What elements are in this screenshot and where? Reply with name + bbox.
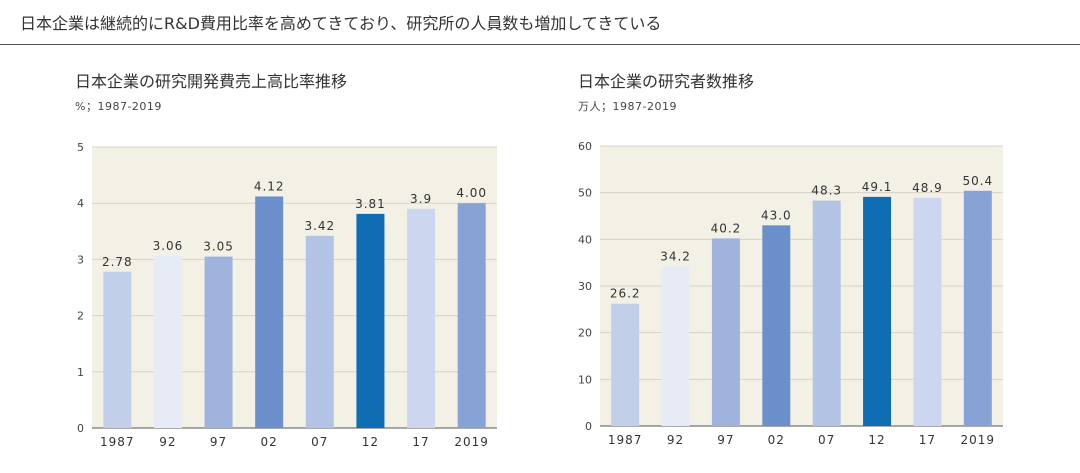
headline-divider xyxy=(0,44,1080,45)
y-tick-label: 2 xyxy=(77,310,84,323)
data-label: 3.81 xyxy=(355,197,386,211)
x-tick-label: 07 xyxy=(311,435,328,449)
x-tick-label: 92 xyxy=(667,433,684,447)
bar-07 xyxy=(812,200,841,426)
y-tick-label: 50 xyxy=(578,187,592,200)
bar-1987 xyxy=(611,303,640,426)
bar-02 xyxy=(255,196,284,428)
data-label: 4.00 xyxy=(456,186,487,200)
data-label: 34.2 xyxy=(660,249,691,263)
bar-2019 xyxy=(457,203,486,428)
y-tick-label: 0 xyxy=(585,420,592,433)
data-label: 43.0 xyxy=(761,208,792,222)
data-label: 3.05 xyxy=(203,240,234,254)
data-label: 3.06 xyxy=(153,239,184,253)
y-tick-label: 1 xyxy=(77,366,84,379)
x-tick-label: 12 xyxy=(868,433,885,447)
data-label: 40.2 xyxy=(711,221,742,235)
x-tick-label: 92 xyxy=(159,435,176,449)
x-tick-label: 2019 xyxy=(454,435,489,449)
data-label: 3.42 xyxy=(304,219,335,233)
data-label: 48.9 xyxy=(912,181,943,195)
chart-2-subtitle: 万人；1987-2019 xyxy=(578,100,677,113)
bar-97 xyxy=(711,238,740,426)
x-tick-label: 17 xyxy=(412,435,429,449)
data-label: 2.78 xyxy=(102,255,133,269)
data-label: 49.1 xyxy=(862,180,893,194)
x-tick-label: 97 xyxy=(210,435,227,449)
chart-1-subtitle: %；1987-2019 xyxy=(75,100,162,113)
x-tick-label: 97 xyxy=(717,433,734,447)
y-tick-label: 40 xyxy=(578,233,592,246)
bar-92 xyxy=(153,256,182,428)
bar-97 xyxy=(204,256,233,428)
y-tick-label: 60 xyxy=(578,140,592,153)
bar-1987 xyxy=(103,271,132,428)
y-tick-label: 4 xyxy=(77,197,84,210)
x-tick-label: 1987 xyxy=(608,433,643,447)
bar-17 xyxy=(913,197,942,426)
bar-02 xyxy=(762,225,791,426)
bar-92 xyxy=(661,266,690,426)
x-tick-label: 2019 xyxy=(961,433,996,447)
y-tick-label: 3 xyxy=(77,253,84,266)
y-tick-label: 0 xyxy=(77,422,84,435)
chart-2-title: 日本企業の研究者数推移 xyxy=(578,72,755,91)
bar-12 xyxy=(863,196,892,426)
chart-1-title: 日本企業の研究開発費売上高比率推移 xyxy=(75,72,348,91)
bar-17 xyxy=(407,208,436,428)
x-tick-label: 1987 xyxy=(100,435,135,449)
x-tick-label: 17 xyxy=(919,433,936,447)
y-tick-label: 10 xyxy=(578,373,592,386)
data-label: 48.3 xyxy=(811,184,842,198)
page-headline: 日本企業は継続的にR&D費用比率を高めてきており、研究所の人員数も増加してきてい… xyxy=(20,14,662,33)
data-label: 4.12 xyxy=(254,179,285,193)
x-tick-label: 07 xyxy=(818,433,835,447)
y-tick-label: 30 xyxy=(578,280,592,293)
data-label: 50.4 xyxy=(962,174,993,188)
data-label: 3.9 xyxy=(410,192,432,206)
bar-07 xyxy=(305,235,334,428)
x-tick-label: 12 xyxy=(362,435,379,449)
data-label: 26.2 xyxy=(610,287,641,301)
bar-12 xyxy=(356,213,385,428)
y-tick-label: 20 xyxy=(578,327,592,340)
x-tick-label: 02 xyxy=(768,433,785,447)
bar-2019 xyxy=(963,190,992,426)
x-tick-label: 02 xyxy=(261,435,278,449)
y-tick-label: 5 xyxy=(77,141,84,154)
